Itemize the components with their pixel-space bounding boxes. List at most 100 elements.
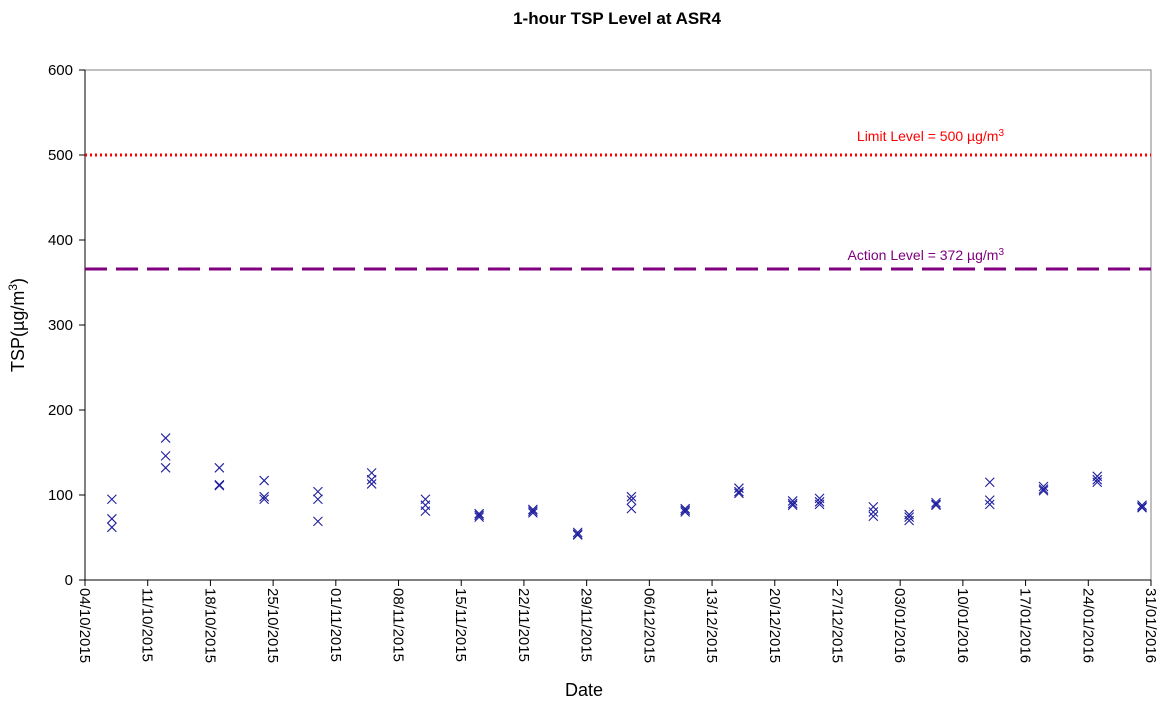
x-tick-label: 20/12/2015 — [766, 588, 783, 663]
data-point — [1038, 481, 1049, 492]
data-point — [931, 497, 941, 508]
data-point — [626, 495, 637, 505]
x-tick-label: 04/10/2015 — [76, 588, 93, 663]
data-point — [904, 512, 915, 522]
x-tick-label: 31/01/2016 — [1142, 588, 1159, 663]
data-point — [868, 511, 879, 522]
x-tick-label: 24/01/2016 — [1079, 588, 1096, 663]
reference-line-label: Action Level = 372 µg/m3 — [848, 247, 1005, 264]
data-point — [680, 503, 691, 514]
data-point — [931, 500, 941, 511]
data-point — [106, 513, 117, 524]
data-point — [680, 505, 691, 516]
data-point — [366, 474, 377, 485]
y-tick-label: 0 — [65, 572, 73, 589]
y-tick-label: 500 — [48, 147, 73, 164]
data-points — [106, 433, 1147, 540]
data-point — [787, 496, 798, 506]
data-point — [1137, 500, 1147, 511]
data-point — [931, 499, 941, 510]
data-point — [214, 462, 225, 473]
data-point — [259, 475, 270, 486]
data-point — [160, 451, 171, 461]
data-point — [528, 507, 538, 518]
x-tick-label: 27/12/2015 — [828, 588, 845, 663]
reference-line-label-sup: 3 — [998, 128, 1004, 139]
y-axis-label-sup: 3 — [6, 284, 20, 291]
x-tick-label: 29/11/2015 — [578, 588, 595, 662]
data-point — [984, 495, 995, 505]
data-point — [160, 433, 171, 443]
y-axis-label: TSP(µg/m3) — [6, 278, 28, 372]
y-axis-label-close: ) — [8, 278, 28, 284]
data-point — [787, 498, 798, 509]
data-point — [313, 486, 323, 497]
data-point — [214, 479, 225, 490]
data-point — [420, 506, 431, 517]
data-point — [259, 494, 270, 505]
svg-text:TSP(µg/m3): TSP(µg/m3) — [6, 278, 28, 372]
data-point — [626, 491, 637, 502]
x-tick-label: 25/10/2015 — [264, 588, 281, 663]
data-point — [313, 516, 323, 527]
data-point — [106, 522, 117, 533]
chart-title: 1-hour TSP Level at ASR4 — [513, 9, 721, 28]
x-tick-label: 15/11/2015 — [452, 588, 469, 662]
data-point — [868, 507, 879, 517]
reference-line-label-main: Action Level = 372 µg/m — [848, 247, 999, 263]
data-point — [474, 510, 485, 521]
reference-line-label-sup: 3 — [998, 247, 1004, 258]
data-point — [787, 500, 798, 511]
y-axis-label-main: TSP(µg/m — [8, 291, 28, 372]
data-point — [474, 512, 485, 522]
data-point — [1038, 484, 1049, 494]
data-point — [734, 486, 744, 497]
x-tick-label: 03/01/2016 — [891, 588, 908, 663]
data-point — [734, 483, 744, 494]
data-point — [572, 529, 583, 539]
data-point — [626, 503, 637, 514]
x-tick-label: 18/10/2015 — [201, 588, 218, 663]
x-tick-label: 10/01/2016 — [954, 588, 971, 663]
x-axis: 04/10/2015 11/10/2015 18/10/2015 25/10/2015… — [76, 579, 1159, 663]
x-tick-label: 11/10/2015 — [139, 588, 156, 662]
data-point — [1038, 485, 1049, 496]
data-point — [160, 462, 171, 473]
data-point — [1092, 477, 1103, 488]
data-point — [904, 515, 915, 526]
data-point — [366, 468, 377, 478]
y-tick-label: 400 — [48, 232, 73, 249]
data-point — [1137, 502, 1147, 513]
y-tick-label: 100 — [48, 487, 73, 504]
data-point — [984, 477, 995, 488]
data-point — [868, 502, 879, 512]
y-tick-label: 200 — [48, 402, 73, 419]
data-point — [259, 491, 270, 502]
y-axis: 0 100 200 300 400 500 600 — [48, 62, 86, 589]
data-point — [984, 499, 995, 510]
data-point — [214, 480, 225, 491]
data-point — [1137, 502, 1147, 512]
x-tick-label: 17/01/2016 — [1017, 588, 1034, 663]
y-tick-label: 300 — [48, 317, 73, 334]
reference-line-label-main: Limit Level = 500 µg/m — [857, 128, 999, 144]
data-point — [366, 479, 377, 489]
data-point — [106, 494, 117, 505]
data-point — [528, 506, 538, 517]
x-axis-label: Date — [565, 680, 603, 700]
data-point — [474, 508, 485, 519]
reference-line-label: Limit Level = 500 µg/m3 — [857, 128, 1005, 145]
data-point — [680, 507, 691, 517]
x-tick-label: 01/11/2015 — [327, 588, 344, 662]
data-point — [572, 527, 583, 538]
data-point — [313, 494, 323, 505]
x-tick-label: 22/11/2015 — [515, 588, 532, 662]
data-point — [814, 496, 825, 507]
data-point — [572, 530, 583, 540]
data-point — [528, 504, 538, 515]
x-tick-label: 06/12/2015 — [640, 588, 657, 663]
y-tick-label: 600 — [48, 62, 73, 79]
x-tick-label: 13/12/2015 — [703, 588, 720, 663]
